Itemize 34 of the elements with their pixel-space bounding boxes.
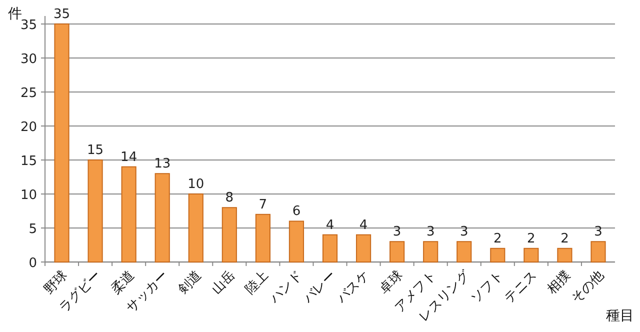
data-label: 3: [426, 224, 435, 240]
xtick: 野球: [42, 268, 71, 298]
xtick: 柔道: [108, 268, 138, 298]
ytick: 30: [20, 52, 37, 67]
data-label: 2: [494, 231, 502, 246]
ylabel: 件: [8, 6, 22, 22]
data-label: 13: [154, 156, 171, 172]
ytick: 20: [20, 120, 37, 135]
data-label: 8: [225, 190, 234, 206]
xtick: 剣道: [176, 268, 205, 298]
data-label: 15: [87, 143, 104, 158]
data-label: 4: [359, 218, 368, 233]
ytick: 0: [28, 256, 37, 271]
xlabel: 種目: [606, 308, 634, 324]
data-label: 14: [120, 150, 138, 165]
data-label: 10: [188, 177, 204, 192]
data-label: 4: [326, 218, 334, 233]
ytick: 15: [20, 154, 37, 169]
data-label: 35: [54, 7, 70, 22]
xtick: 陸上: [242, 268, 272, 298]
ytick: 35: [20, 18, 37, 33]
ytick: 5: [28, 222, 37, 237]
data-label: 7: [258, 197, 268, 212]
data-label: 2: [527, 231, 536, 246]
data-label: 3: [392, 224, 402, 240]
xtick: 山岳: [209, 268, 238, 298]
data-label: 3: [594, 224, 602, 240]
data-label: 2: [560, 231, 569, 246]
xtick: 卓球: [376, 268, 406, 298]
data-label: 3: [460, 224, 468, 240]
xtick: 相撲: [544, 268, 574, 298]
ytick: 25: [20, 86, 37, 101]
ytick: 10: [20, 188, 37, 203]
data-label: 6: [292, 204, 301, 220]
